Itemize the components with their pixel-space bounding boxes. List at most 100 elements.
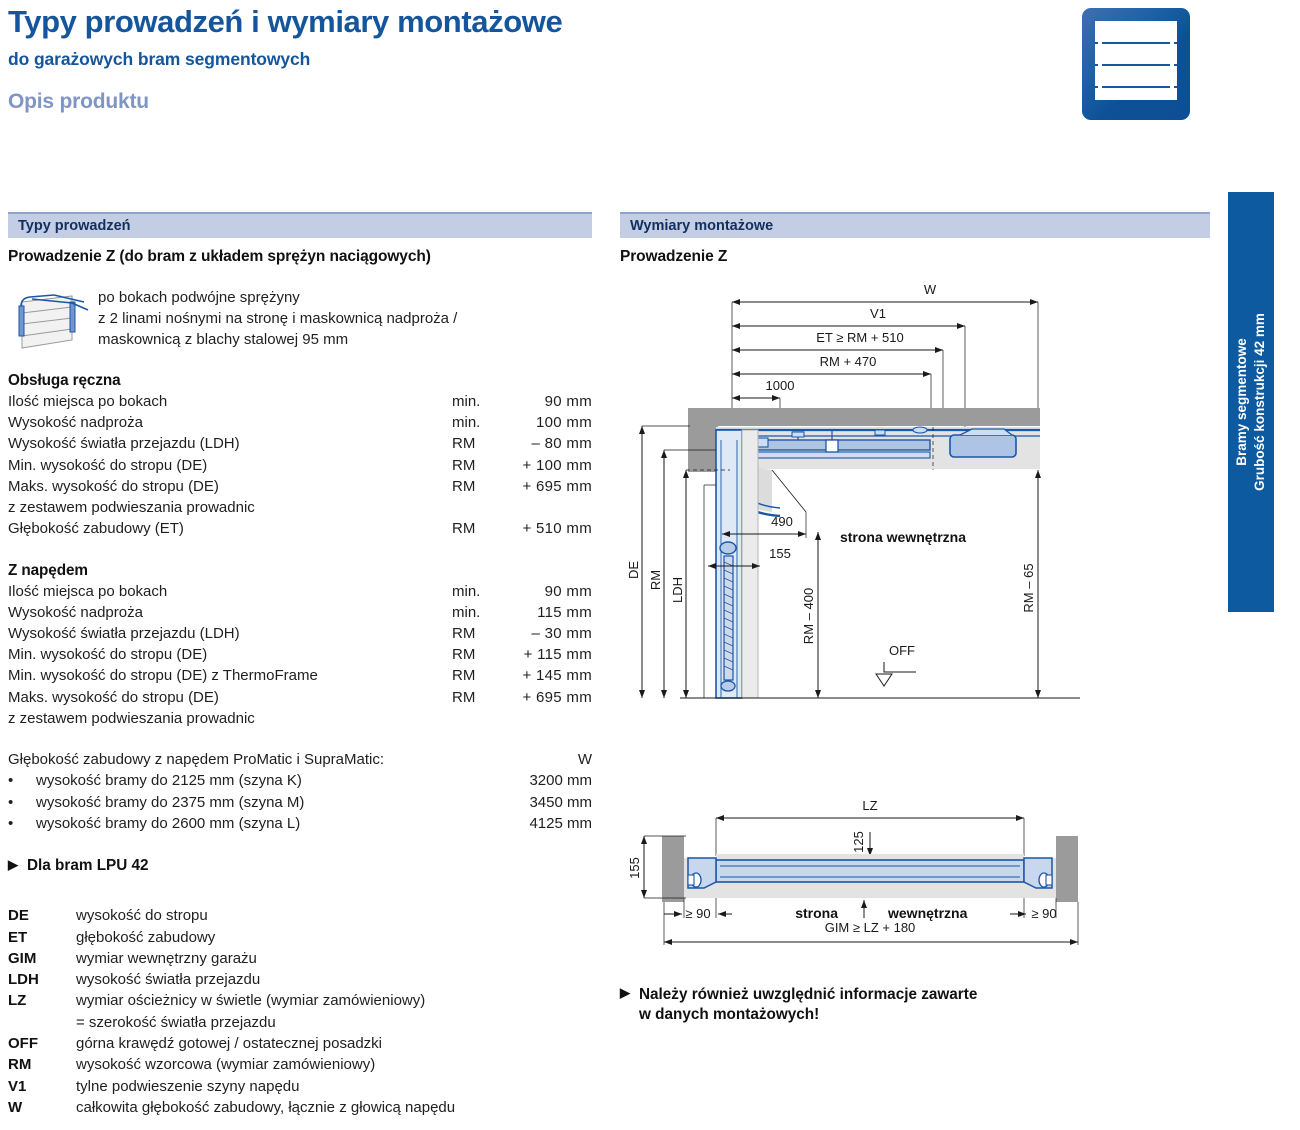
lintel-wall: [688, 408, 718, 472]
side-tab-line2: Grubość konstrukcji 42 mm: [1252, 313, 1267, 491]
spec-row: z zestawem podwieszania prowadnic: [8, 708, 592, 729]
dim-RM-label: RM: [648, 570, 663, 590]
glossary-desc: tylne podwieszenie szyny napędu: [76, 1077, 300, 1095]
glossary-desc: całkowita głębokość zabudowy, łącznie z …: [76, 1098, 456, 1116]
spec-row: Min. wysokość do stropu (DE) z ThermoFra…: [8, 665, 592, 686]
glossary-desc: wysokość do stropu: [76, 907, 208, 925]
bullet-icon: •: [8, 793, 14, 811]
off-level-symbol: [875, 673, 893, 687]
wall-right: [1056, 836, 1078, 902]
dim-RM400-label: RM – 400: [801, 588, 816, 644]
spec-row: Głębokość zabudowy (ET) RM + 510 mm: [8, 518, 592, 539]
spec-value: – 80 mm: [531, 435, 592, 453]
spec-qualifier: min.: [452, 393, 481, 410]
section-title: Opis produktu: [8, 89, 149, 113]
page-title: Typy prowadzeń i wymiary montażowe: [8, 4, 563, 39]
dim-155-plan-label: 155: [627, 857, 642, 879]
door-slat: [1095, 86, 1177, 88]
glossary-key: W: [8, 1098, 23, 1116]
dim-ET-label: ET ≥ RM + 510: [816, 330, 903, 345]
dim-V1-label: V1: [870, 306, 886, 321]
depth-item: • wysokość bramy do 2600 mm (szyna L) 412…: [8, 813, 592, 834]
garage-door-icon: [1082, 8, 1190, 120]
glossary-row: RM wysokość wzorcowa (wymiar zamówieniow…: [8, 1054, 592, 1075]
door-leaf-plan: [715, 859, 1025, 883]
glossary-desc: wymiar wewnętrzny garażu: [76, 949, 257, 967]
spec-row: Wysokość nadproża min. 115 mm: [8, 602, 592, 623]
glossary-desc: wysokość światła przejazdu: [76, 971, 261, 989]
door-slat: [1095, 64, 1177, 66]
right-subheading: Prowadzenie Z: [620, 248, 728, 265]
plan-view-diagram: LZ 125: [620, 792, 1210, 957]
label-inside-side: strona wewnętrzna: [840, 529, 966, 545]
dim-490-label: 490: [771, 514, 793, 529]
spec-row: Maks. wysokość do stropu (DE) RM + 695 m…: [8, 687, 592, 708]
glossary-key: RM: [8, 1056, 32, 1074]
depth-item: • wysokość bramy do 2375 mm (szyna M) 345…: [8, 792, 592, 813]
left-subheading: Prowadzenie Z (do bram z układem sprężyn…: [8, 248, 431, 265]
spec-label: Wysokość światła przejazdu (LDH): [8, 435, 240, 453]
spec-row: z zestawem podwieszania prowadnic: [8, 497, 592, 518]
spec-row: Maks. wysokość do stropu (DE) RM + 695 m…: [8, 476, 592, 497]
dim-W-label: W: [924, 282, 937, 297]
glossary-row: OFF górna krawędź gotowej / ostatecznej …: [8, 1033, 592, 1054]
depth-intro-value: W: [577, 751, 592, 769]
spec-qualifier: RM: [452, 456, 476, 474]
dim-155-label: 155: [769, 546, 791, 561]
depth-item-label: wysokość bramy do 2375 mm (szyna M): [36, 793, 305, 811]
glossary-key: LDH: [8, 971, 39, 989]
glossary-row: LZ wymiar ościeżnicy w świetle (wymiar z…: [8, 990, 592, 1011]
spec-qualifier: RM: [452, 667, 476, 685]
installation-note-line2: w danych montażowych!: [639, 1006, 820, 1024]
glossary-key: OFF: [8, 1035, 38, 1053]
spec-row: Wysokość światła przejazdu (LDH) RM – 30…: [8, 623, 592, 644]
spec-qualifier: RM: [452, 646, 476, 664]
door-description-block: po bokach podwójne sprężyny z 2 linami n…: [8, 289, 592, 366]
spec-label: z zestawem podwieszania prowadnic: [8, 499, 255, 517]
door-rail-left: [1098, 21, 1102, 100]
dim-right-90-label: ≥ 90: [1031, 906, 1056, 921]
glossary-key: LZ: [8, 992, 27, 1010]
powered-operation-heading: Z napędem: [8, 561, 88, 579]
ceiling-slab: [688, 408, 1040, 426]
bullet-icon: •: [8, 814, 14, 832]
powered-operation-group: Z napędem Ilość miejsca po bokach min. 9…: [8, 562, 592, 730]
door-description-text: po bokach podwójne sprężyny z 2 linami n…: [98, 289, 458, 348]
dim-GIM-label: GIM ≥ LZ + 180: [825, 920, 916, 935]
glossary-key: GIM: [8, 949, 37, 967]
dim-left-90-label: ≥ 90: [685, 906, 710, 921]
label-OFF: OFF: [889, 643, 915, 658]
cable-drum: [719, 541, 737, 555]
glossary-row: GIM wymiar wewnętrzny garażu: [8, 948, 592, 969]
spec-label: Głębokość zabudowy (ET): [8, 520, 184, 538]
page-subtitle: do garażowych bram segmentowych: [8, 48, 311, 69]
glossary-row: DE wysokość do stropu: [8, 905, 592, 926]
dim-RM65-label: RM – 65: [1021, 563, 1036, 612]
spec-label: Wysokość światła przejazdu (LDH): [8, 624, 240, 642]
glossary-desc: wysokość wzorcowa (wymiar zamówieniowy): [76, 1056, 376, 1074]
right-section-bar-label: Wymiary montażowe: [630, 218, 774, 234]
depth-item-value: 4125 mm: [529, 814, 592, 832]
operator-head: [949, 434, 1017, 458]
glossary-row: W całkowita głębokość zabudowy, łącznie …: [8, 1097, 592, 1118]
door-slat: [1095, 42, 1177, 44]
dim-1000-label: 1000: [766, 378, 795, 393]
depth-block: Głębokość zabudowy z napędem ProMatic i …: [8, 749, 592, 834]
spec-row: Wysokość nadproża min. 100 mm: [8, 412, 592, 433]
spec-value: 90 mm: [544, 582, 592, 600]
spec-row: Ilość miejsca po bokach min. 90 mm: [8, 391, 592, 412]
left-section-bar: Typy prowadzeń: [8, 212, 592, 238]
triangle-right-icon: ▶: [620, 985, 630, 1000]
spec-value: + 100 mm: [522, 456, 592, 474]
garage-door-icon-panel: [1095, 21, 1177, 100]
label-inside-plan-2: wewnętrzna: [887, 905, 968, 921]
lpu-note-text: Dla bram LPU 42: [27, 857, 149, 875]
depth-intro-row: Głębokość zabudowy z napędem ProMatic i …: [8, 749, 592, 770]
glossary-key: V1: [8, 1077, 27, 1095]
glossary-desc: głębokość zabudowy: [76, 928, 216, 946]
dim-RM470-label: RM + 470: [820, 354, 877, 369]
spec-row: Wysokość światła przejazdu (LDH) RM – 80…: [8, 433, 592, 454]
side-view-diagram: W V1 ET ≥ RM + 510 RM + 470 1000: [620, 280, 1210, 730]
bullet-icon: •: [8, 772, 14, 790]
right-section-bar: Wymiary montażowe: [620, 212, 1210, 238]
